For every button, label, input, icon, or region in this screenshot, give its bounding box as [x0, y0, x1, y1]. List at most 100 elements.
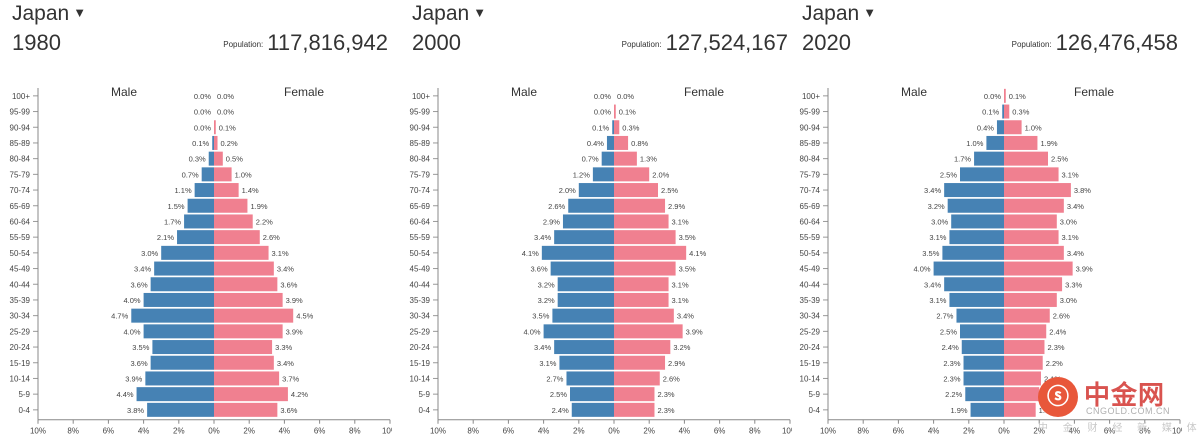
male-value-label: 1.5%: [167, 202, 184, 211]
female-bar: [214, 151, 223, 166]
male-bar: [570, 387, 614, 402]
age-group-label: 80-84: [410, 155, 431, 164]
age-group-label: 50-54: [10, 249, 31, 258]
female-value-label: 4.2%: [291, 390, 308, 399]
male-bar: [970, 402, 1004, 417]
female-value-label: 2.3%: [1047, 343, 1064, 352]
female-bar: [214, 371, 280, 386]
female-value-label: 1.0%: [1025, 123, 1042, 132]
age-group-label: 80-84: [10, 155, 31, 164]
age-group-label: 85-89: [800, 139, 821, 148]
female-value-label: 3.0%: [1060, 217, 1077, 226]
female-value-label: 3.6%: [280, 280, 297, 289]
age-group-label: 40-44: [10, 280, 31, 289]
male-value-label: 1.9%: [950, 406, 967, 415]
x-tick-label: 10%: [782, 427, 792, 436]
male-value-label: 3.4%: [924, 186, 941, 195]
female-bar: [214, 277, 278, 292]
male-value-label: 0.0%: [594, 108, 611, 117]
age-group-label: 85-89: [10, 139, 31, 148]
female-bar: [614, 324, 683, 339]
male-value-label: 2.3%: [943, 359, 960, 368]
male-value-label: 2.5%: [550, 390, 567, 399]
female-value-label: 0.2%: [221, 139, 238, 148]
female-bar: [214, 214, 253, 229]
male-bar: [566, 371, 614, 386]
x-tick-label: 8%: [67, 427, 79, 436]
age-group-label: 25-29: [410, 327, 431, 336]
female-value-label: 2.6%: [1053, 312, 1070, 321]
female-header: Female: [1074, 85, 1114, 99]
female-value-label: 0.0%: [217, 108, 234, 117]
male-bar: [557, 292, 614, 307]
age-group-label: 95-99: [410, 108, 431, 117]
age-group-label: 55-59: [10, 233, 31, 242]
male-bar: [963, 371, 1004, 386]
male-value-label: 2.6%: [548, 202, 565, 211]
male-bar: [554, 230, 614, 245]
female-value-label: 2.9%: [668, 359, 685, 368]
x-tick-label: 10%: [1172, 427, 1182, 436]
age-group-label: 40-44: [410, 280, 431, 289]
female-bar: [1004, 151, 1048, 166]
male-value-label: 3.1%: [929, 233, 946, 242]
male-value-label: 3.0%: [141, 249, 158, 258]
female-bar: [1004, 277, 1063, 292]
female-value-label: 0.3%: [1012, 108, 1029, 117]
male-value-label: 4.7%: [111, 312, 128, 321]
watermark-logo-icon: ⓢ: [1038, 377, 1078, 417]
male-value-label: 2.4%: [552, 406, 569, 415]
male-bar: [131, 308, 214, 323]
male-value-label: 2.0%: [559, 186, 576, 195]
x-tick-label: 6%: [503, 427, 515, 436]
age-group-label: 100+: [412, 92, 430, 101]
female-value-label: 3.3%: [1065, 280, 1082, 289]
country-dropdown[interactable]: Japan ▼: [12, 2, 86, 26]
x-tick-label: 4%: [679, 427, 691, 436]
watermark-name: 中金网: [1084, 380, 1166, 410]
female-value-label: 1.9%: [250, 202, 267, 211]
male-value-label: 0.0%: [594, 92, 611, 101]
country-dropdown[interactable]: Japan ▼: [412, 2, 486, 26]
female-value-label: 1.0%: [235, 170, 252, 179]
male-bar: [145, 371, 214, 386]
female-value-label: 2.3%: [657, 390, 674, 399]
female-value-label: 4.1%: [689, 249, 706, 258]
male-bar: [143, 292, 214, 307]
male-bar: [612, 120, 614, 135]
female-value-label: 2.0%: [652, 170, 669, 179]
age-group-label: 20-24: [410, 343, 431, 352]
female-value-label: 3.1%: [272, 249, 289, 258]
female-bar: [1004, 355, 1043, 370]
female-value-label: 3.1%: [672, 217, 689, 226]
year-label: 2000: [412, 30, 461, 55]
female-bar: [614, 261, 676, 276]
country-dropdown[interactable]: Japan ▼: [802, 2, 876, 26]
male-value-label: 2.1%: [157, 233, 174, 242]
age-group-label: 70-74: [410, 186, 431, 195]
age-group-label: 55-59: [800, 233, 821, 242]
female-value-label: 3.0%: [1060, 296, 1077, 305]
female-value-label: 4.5%: [296, 312, 313, 321]
age-group-label: 15-19: [410, 359, 431, 368]
female-value-label: 3.2%: [673, 343, 690, 352]
male-value-label: 1.7%: [954, 155, 971, 164]
male-bar: [559, 355, 614, 370]
male-bar: [578, 183, 614, 198]
female-value-label: 3.1%: [672, 296, 689, 305]
male-value-label: 0.1%: [192, 139, 209, 148]
male-value-label: 3.2%: [538, 296, 555, 305]
female-value-label: 3.4%: [677, 312, 694, 321]
female-bar: [214, 355, 274, 370]
female-value-label: 3.7%: [282, 374, 299, 383]
age-group-label: 10-14: [410, 374, 431, 383]
female-value-label: 3.4%: [1067, 202, 1084, 211]
female-value-label: 3.1%: [1062, 170, 1079, 179]
country-name: Japan: [12, 2, 70, 25]
age-group-label: 90-94: [410, 123, 431, 132]
female-value-label: 2.5%: [1051, 155, 1068, 164]
male-value-label: 0.1%: [592, 123, 609, 132]
x-tick-label: 0%: [208, 427, 220, 436]
male-bar: [212, 135, 214, 150]
male-value-label: 1.1%: [175, 186, 192, 195]
